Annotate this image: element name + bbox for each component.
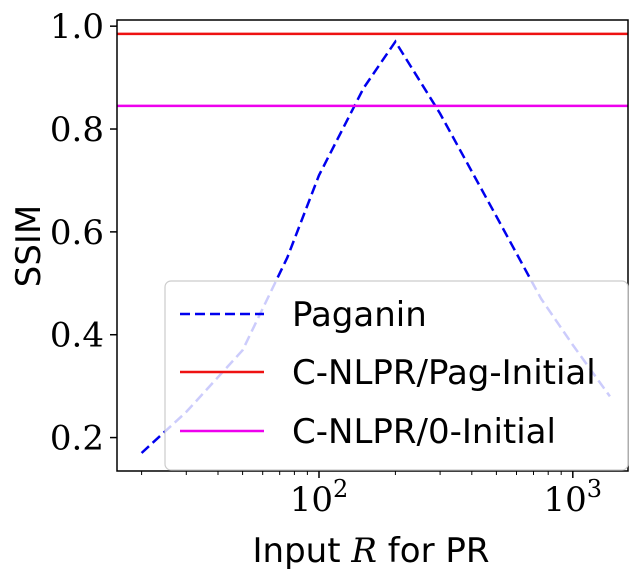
y-tick-label: 0.4 [50, 316, 104, 356]
x-axis-ticks: 102 103 [141, 471, 603, 520]
y-tick-label: 0.8 [50, 110, 104, 150]
x-axis-label: Input R for PR [253, 531, 490, 571]
y-tick-label: 1.0 [50, 7, 104, 47]
x-tick-label: 103 [544, 475, 603, 520]
legend-label-zero-initial: C-NLPR/0-Initial [292, 412, 556, 452]
legend-label-pag-initial: C-NLPR/Pag-Initial [292, 353, 596, 393]
y-axis-label: SSIM [9, 205, 49, 288]
x-tick-label: 102 [290, 475, 349, 520]
plot-frame [116, 19, 629, 472]
y-axis-ticks: 0.2 0.4 0.6 0.8 1.0 [50, 7, 117, 459]
legend-label-paganin: Paganin [292, 295, 427, 335]
y-tick-label: 0.2 [50, 419, 104, 459]
legend-box [164, 280, 629, 471]
legend: Paganin C-NLPR/Pag-Initial C-NLPR/0-Init… [164, 280, 629, 471]
y-tick-label: 0.6 [50, 213, 104, 253]
plot-lines [117, 32, 628, 454]
